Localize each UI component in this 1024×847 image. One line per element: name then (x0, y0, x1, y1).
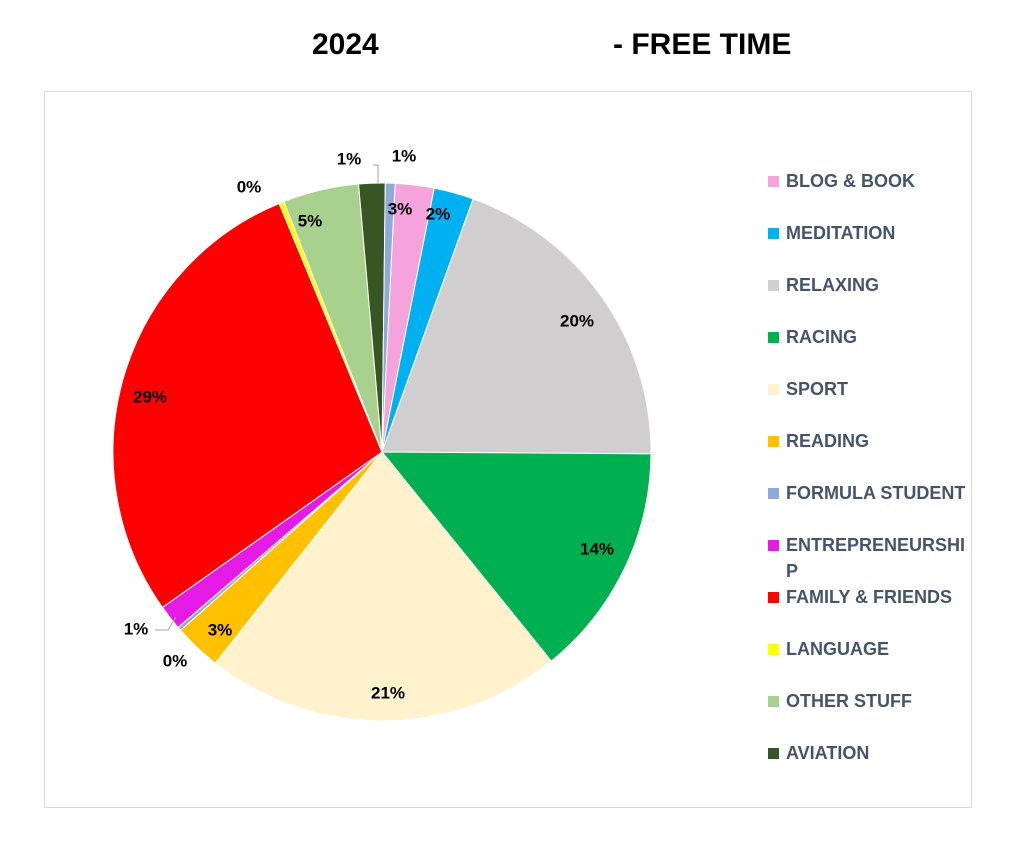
legend-swatch (768, 540, 779, 551)
legend-label: LANGUAGE (786, 639, 889, 659)
pie-slice-unlabeled-12 (381, 182, 396, 453)
legend-swatch (768, 488, 779, 499)
legend-item-formula-student: FORMULA STUDENT (768, 480, 974, 506)
pie-slice-relaxing (381, 198, 652, 455)
legend-swatch (768, 228, 779, 239)
legend-swatch (768, 436, 779, 447)
legend-swatch (768, 748, 779, 759)
legend-item-relaxing: RELAXING (768, 272, 974, 298)
legend-swatch (768, 592, 779, 603)
legend-item-language: LANGUAGE (768, 636, 974, 662)
legend-swatch (768, 176, 779, 187)
data-label-12: 1% (392, 146, 417, 165)
legend-label: SPORT (786, 379, 849, 399)
legend-label: OTHER STUFF (786, 691, 912, 711)
legend-swatch (768, 384, 779, 395)
legend-item-reading: READING (768, 428, 974, 454)
legend-label: RACING (786, 327, 857, 347)
legend-label: RELAXING (786, 275, 880, 295)
legend-label: READING (786, 431, 870, 451)
pie-slice-sport (214, 451, 552, 722)
legend-item-family-friends: FAMILY & FRIENDS (768, 584, 974, 610)
legend-item-blog-book: BLOG & BOOK (768, 168, 974, 194)
legend-item-aviation: AVIATION (768, 740, 974, 766)
data-label-8: 29% (133, 387, 167, 406)
legend-label: FAMILY & FRIENDS (786, 587, 953, 607)
legend-item-sport: SPORT (768, 376, 974, 402)
data-label-0: 3% (388, 199, 413, 218)
leader-line-1 (155, 616, 177, 631)
data-label-7: 1% (124, 619, 149, 638)
legend-item-racing: RACING (768, 324, 974, 350)
data-label-4: 21% (371, 683, 405, 702)
legend-swatch (768, 696, 779, 707)
data-label-1: 2% (426, 204, 451, 223)
data-label-9: 0% (237, 177, 262, 196)
data-label-2: 20% (560, 311, 594, 330)
legend-item-other-stuff: OTHER STUFF (768, 688, 974, 714)
data-label-11: 1% (337, 149, 362, 168)
legend-label: AVIATION (786, 743, 870, 763)
legend-item-entrepreneurship: ENTREPRENEURSHIP (768, 532, 974, 584)
chart-frame (44, 91, 972, 808)
leader-line-0 (373, 164, 379, 183)
pie-slice-family-friends (112, 202, 383, 609)
legend-label: FORMULA STUDENT (786, 483, 966, 503)
legend-swatch (768, 644, 779, 655)
legend-item-meditation: MEDITATION (768, 220, 974, 246)
legend-swatch (768, 332, 779, 343)
data-label-5: 3% (208, 620, 233, 639)
legend-label: ENTREPRENEURSHIP (786, 535, 966, 581)
pie-slice-racing (380, 451, 652, 662)
legend-label: MEDITATION (786, 223, 896, 243)
data-label-10: 5% (298, 211, 323, 230)
chart-title-year: 2024 (312, 28, 379, 61)
legend-swatch (768, 280, 779, 291)
data-label-3: 14% (580, 539, 614, 558)
chart-title-subtitle: - FREE TIME (613, 28, 792, 61)
data-label-6: 0% (163, 651, 188, 670)
legend-label: BLOG & BOOK (786, 171, 915, 191)
